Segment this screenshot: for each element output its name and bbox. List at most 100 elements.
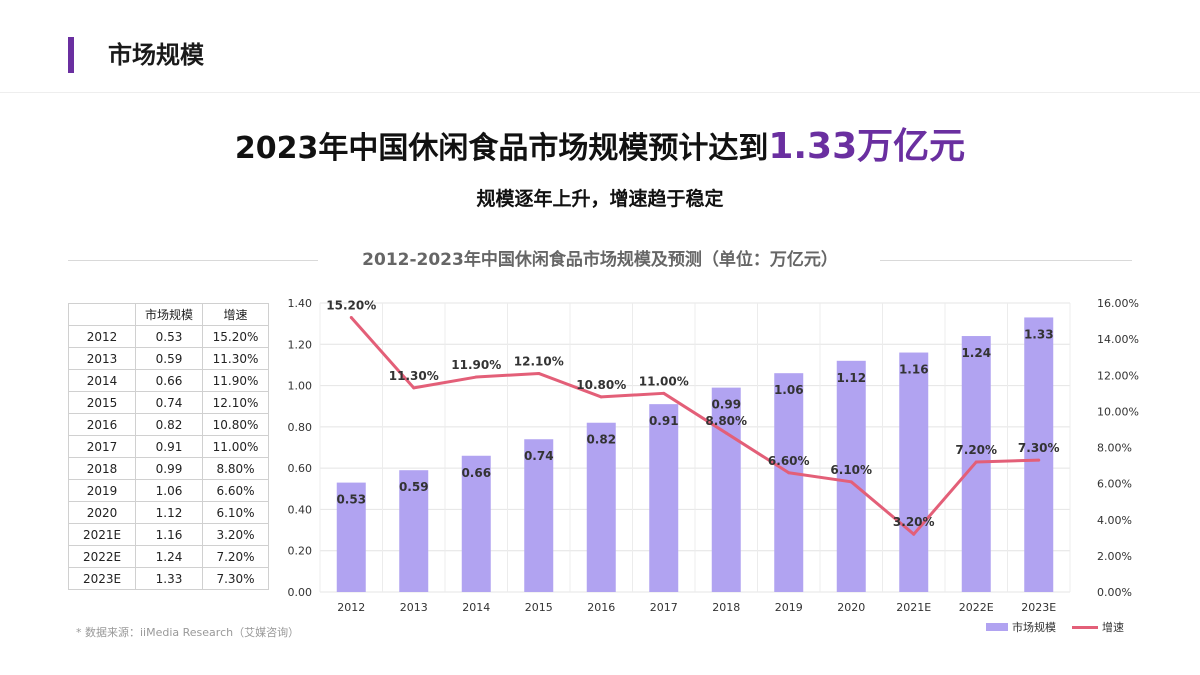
table-header-row: 市场规模 增速	[68, 303, 269, 326]
table-cell: 8.80%	[202, 457, 269, 480]
line-point	[662, 391, 666, 395]
table-cell: 3.20%	[202, 523, 269, 546]
y-right-tick-label: 10.00%	[1097, 405, 1139, 418]
table-row: 2018 0.99 8.80%	[68, 457, 269, 480]
table-cell: 0.74	[135, 391, 203, 414]
headline: 2023年中国休闲食品市场规模预计达到1.33万亿元	[0, 125, 1200, 171]
table-cell: 1.12	[135, 501, 203, 524]
table-cell: 2014	[68, 369, 136, 392]
line-point	[349, 315, 353, 319]
x-tick-label: 2023E	[1021, 601, 1056, 614]
line-value-label: 7.20%	[955, 443, 997, 457]
table-cell: 0.82	[135, 413, 203, 436]
bar	[836, 360, 866, 592]
table-row: 2021E 1.16 3.20%	[68, 523, 269, 546]
x-tick-label: 2021E	[896, 601, 931, 614]
y-left-tick-label: 1.20	[288, 338, 313, 351]
table-cell: 6.10%	[202, 501, 269, 524]
table-cell: 0.53	[135, 325, 203, 348]
bar	[524, 439, 554, 592]
table-row: 2014 0.66 11.90%	[68, 369, 269, 392]
line-point	[412, 386, 416, 390]
line-value-label: 11.30%	[389, 369, 439, 383]
y-left-tick-label: 0.00	[288, 586, 313, 599]
bar-value-label: 0.99	[711, 398, 741, 412]
table-cell: 2018	[68, 457, 136, 480]
headline-highlight: 1.33万亿元	[768, 126, 966, 167]
bar	[899, 352, 929, 592]
table-cell: 2021E	[68, 523, 136, 546]
bar-value-label: 1.12	[836, 371, 866, 385]
table-cell: 2016	[68, 413, 136, 436]
y-right-tick-label: 14.00%	[1097, 333, 1139, 346]
table-cell: 0.99	[135, 457, 203, 480]
bar-value-label: 0.82	[586, 433, 616, 447]
y-right-tick-label: 2.00%	[1097, 550, 1132, 563]
bar-value-label: 1.06	[774, 383, 804, 397]
y-left-tick-label: 1.40	[288, 297, 313, 310]
line-point	[474, 375, 478, 379]
table-row: 2012 0.53 15.20%	[68, 325, 269, 348]
legend-bar-swatch	[986, 623, 1008, 631]
table-row: 2017 0.91 11.00%	[68, 435, 269, 458]
table-cell: 11.00%	[202, 435, 269, 458]
y-left-tick-label: 0.20	[288, 545, 313, 558]
legend-line-label: 增速	[1102, 621, 1124, 634]
legend-line-swatch	[1072, 625, 1098, 629]
combo-chart: 0.00 0.20 0.40 0.60 0.80 1.00 1.20 1.40 0.00% 2.0…	[288, 297, 1139, 614]
table-row: 2016 0.82 10.80%	[68, 413, 269, 436]
chart-legend: 市场规模 增速	[986, 619, 1124, 635]
line-value-label: 12.10%	[514, 354, 564, 368]
table-cell: 0.59	[135, 347, 203, 370]
table-cell: 2019	[68, 479, 136, 502]
table-row: 2019 1.06 6.60%	[68, 479, 269, 502]
table-row: 2013 0.59 11.30%	[68, 347, 269, 370]
line-value-label: 8.80%	[705, 414, 747, 428]
line-point	[724, 431, 728, 435]
title-divider-left	[68, 260, 318, 261]
table-cell: 2022E	[68, 545, 136, 568]
x-tick-label: 2015	[525, 601, 553, 614]
table-cell: 2013	[68, 347, 136, 370]
table-cell: 2012	[68, 325, 136, 348]
table-cell: 11.30%	[202, 347, 269, 370]
table-cell: 2017	[68, 435, 136, 458]
bar-value-label: 0.91	[649, 414, 679, 428]
header: 市场规模	[0, 0, 1200, 93]
table-cell: 0.66	[135, 369, 203, 392]
data-source: * 数据来源：iiMedia Research（艾媒咨询）	[76, 626, 300, 639]
x-tick-label: 2013	[400, 601, 428, 614]
x-tick-label: 2017	[650, 601, 678, 614]
y-left-tick-label: 1.00	[288, 380, 313, 393]
bar	[774, 373, 804, 592]
table-row: 2020 1.12 6.10%	[68, 501, 269, 524]
table-cell: 7.20%	[202, 545, 269, 568]
table-cell: 1.33	[135, 567, 203, 590]
table-cell: 1.16	[135, 523, 203, 546]
y-left-tick-label: 0.80	[288, 421, 313, 434]
legend-bar-label: 市场规模	[1012, 621, 1056, 634]
headline-text: 2023年中国休闲食品市场规模预计达到	[234, 131, 769, 166]
line-point	[537, 371, 541, 375]
chart-title: 2012-2023年中国休闲食品市场规模及预测（单位：万亿元）	[350, 250, 850, 270]
line-point	[599, 395, 603, 399]
x-tick-label: 2020	[837, 601, 865, 614]
table-cell: 7.30%	[202, 567, 269, 590]
table-cell: 11.90%	[202, 369, 269, 392]
table-cell: 15.20%	[202, 325, 269, 348]
title-accent-bar	[68, 37, 74, 73]
x-tick-label: 2016	[587, 601, 615, 614]
bar	[1024, 317, 1054, 592]
bar-value-label: 0.59	[399, 480, 429, 494]
line-value-label: 11.90%	[451, 358, 501, 372]
line-point	[787, 471, 791, 475]
y-left-tick-label: 0.60	[288, 462, 313, 475]
table-row: 2015 0.74 12.10%	[68, 391, 269, 414]
table-header-cell: 增速	[202, 303, 269, 326]
table-cell: 1.24	[135, 545, 203, 568]
bar	[461, 455, 491, 592]
line-value-label: 6.10%	[830, 463, 872, 477]
y-right-tick-label: 12.00%	[1097, 369, 1139, 382]
x-tick-label: 2019	[775, 601, 803, 614]
table-cell: 1.06	[135, 479, 203, 502]
